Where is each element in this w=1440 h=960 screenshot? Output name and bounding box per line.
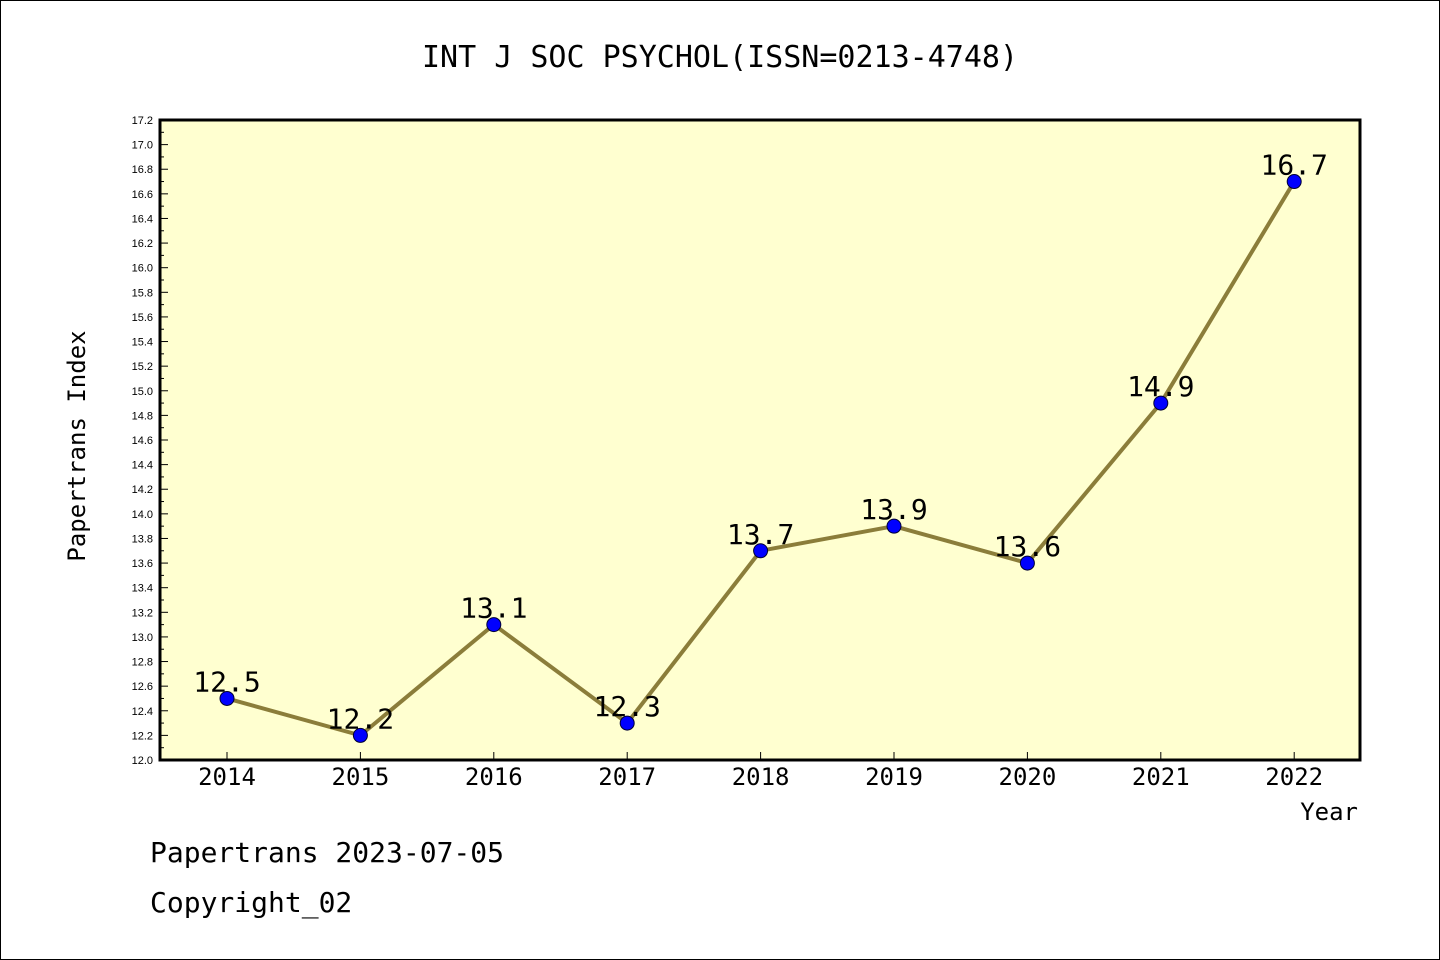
y-tick-label: 16.4	[132, 213, 153, 225]
y-tick-label: 14.0	[132, 509, 153, 521]
y-tick-label: 14.6	[132, 435, 153, 447]
y-tick-label: 14.2	[132, 484, 153, 496]
y-tick-label: 16.6	[132, 189, 153, 201]
y-tick-label: 12.4	[132, 706, 153, 718]
y-tick-label: 15.4	[132, 337, 153, 349]
series-line-group: 12.5 12.2 13.1 12.3 13.7 13.9 13.6 14.9 16.7	[193, 149, 1328, 743]
data-point-marker	[753, 543, 769, 559]
y-tick-label: 15.8	[132, 287, 153, 299]
y-tick-label: 14.4	[132, 460, 153, 472]
data-point-marker	[1153, 395, 1169, 411]
y-tick-label: 12.8	[132, 657, 153, 669]
data-label: 12.3	[593, 690, 660, 723]
x-tick-label: 2017	[598, 763, 656, 791]
y-tick-label: 15.0	[132, 386, 153, 398]
y-tick-label: 17.2	[132, 115, 153, 127]
x-tick-label: 2021	[1132, 763, 1190, 791]
y-tick-label: 16.2	[132, 238, 153, 250]
data-point-marker	[1286, 174, 1302, 190]
footer-source-date: Papertrans 2023-07-05	[150, 836, 505, 869]
y-tick-label: 13.4	[132, 583, 153, 595]
x-tick-label: 2019	[865, 763, 923, 791]
data-label: 13.9	[860, 493, 927, 526]
x-axis-ticks: 2014 2015 2016 2017 2018 2019 2020 2021 2022	[198, 752, 1323, 791]
y-tick-label: 15.6	[132, 312, 153, 324]
y-tick-label: 12.6	[132, 681, 153, 693]
y-axis-label: Papertrans Index	[63, 330, 91, 561]
data-point-marker	[219, 690, 235, 706]
data-label: 12.2	[327, 702, 394, 735]
x-tick-label: 2015	[332, 763, 390, 791]
y-tick-label: 16.0	[132, 263, 153, 275]
data-label: 16.7	[1260, 149, 1327, 182]
y-axis-ticks: 12.0 12.2 12.4 12.6 12.8 13.0 13.2 13.4 13.6 13.8…	[132, 115, 168, 767]
x-axis-label: Year	[1300, 798, 1358, 826]
y-tick-label: 17.0	[132, 140, 153, 152]
data-point-marker	[1019, 555, 1035, 571]
x-tick-label: 2020	[999, 763, 1057, 791]
data-label: 12.5	[193, 665, 260, 698]
y-tick-label: 16.8	[132, 164, 153, 176]
data-label: 13.6	[994, 530, 1061, 563]
chart-title: INT J SOC PSYCHOL(ISSN=0213-4748)	[422, 40, 1018, 75]
x-tick-label: 2018	[732, 763, 790, 791]
y-tick-label: 13.8	[132, 533, 153, 545]
y-tick-label: 14.8	[132, 410, 153, 422]
y-tick-label: 13.6	[132, 558, 153, 570]
x-tick-label: 2016	[465, 763, 523, 791]
y-tick-label: 12.0	[132, 755, 153, 767]
x-tick-label: 2014	[198, 763, 256, 791]
x-tick-label: 2022	[1265, 763, 1323, 791]
footer-copyright: Copyright_02	[150, 886, 353, 919]
data-point-marker	[886, 518, 902, 534]
data-label: 14.9	[1127, 370, 1194, 403]
y-tick-label: 15.2	[132, 361, 153, 373]
y-tick-label: 13.2	[132, 607, 153, 619]
data-point-marker	[352, 727, 368, 743]
y-tick-label: 12.2	[132, 730, 153, 742]
data-label: 13.1	[460, 592, 527, 625]
data-point-marker	[619, 715, 635, 731]
data-label: 13.7	[727, 518, 794, 551]
y-tick-label: 13.0	[132, 632, 153, 644]
data-point-marker	[486, 617, 502, 633]
plot-area	[158, 118, 1362, 762]
